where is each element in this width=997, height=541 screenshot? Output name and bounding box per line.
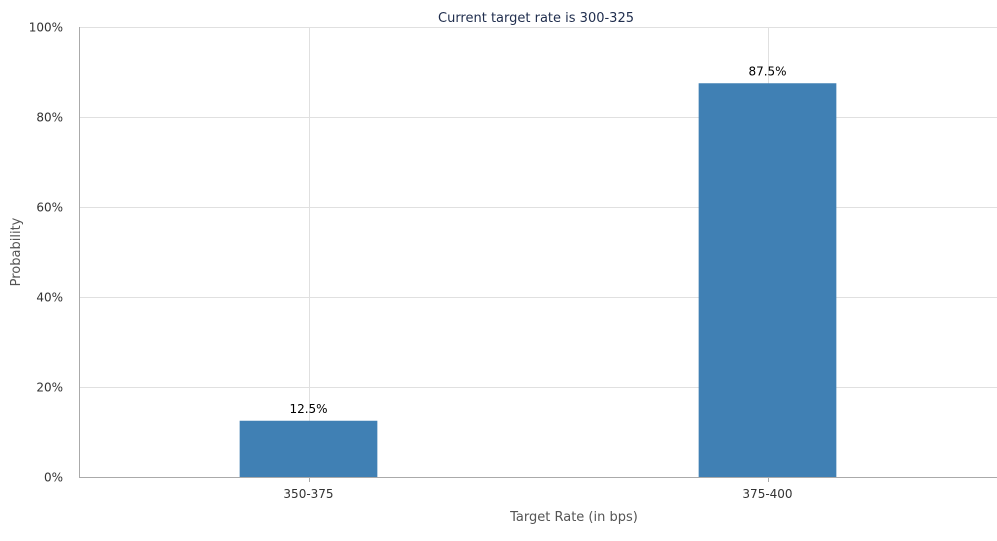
y-tick-label: 80%	[36, 111, 63, 125]
bars	[239, 83, 837, 477]
x-tick-label: 375-400	[742, 487, 792, 501]
axes	[79, 27, 997, 482]
y-tick-label: 0%	[44, 471, 63, 485]
y-tick-label: 20%	[36, 381, 63, 395]
gridlines	[79, 27, 997, 478]
data-label: 87.5%	[748, 64, 786, 78]
bar-375-400[interactable]	[698, 83, 837, 477]
x-axis-label: Target Rate (in bps)	[509, 510, 638, 525]
x-tick-label: 350-375	[283, 487, 333, 501]
y-axis-label: Probability	[9, 217, 24, 286]
bar-350-375[interactable]	[239, 420, 378, 477]
y-tick-label: 100%	[29, 21, 63, 35]
data-label: 12.5%	[289, 402, 327, 416]
labels: 0% 20% 40% 60% 80% 100% 12.5% 350-375 87.5% 375-4…	[29, 21, 793, 502]
y-tick-label: 60%	[36, 201, 63, 215]
chart-title: Current target rate is 300-325	[438, 11, 634, 26]
y-tick-label: 40%	[36, 291, 63, 305]
